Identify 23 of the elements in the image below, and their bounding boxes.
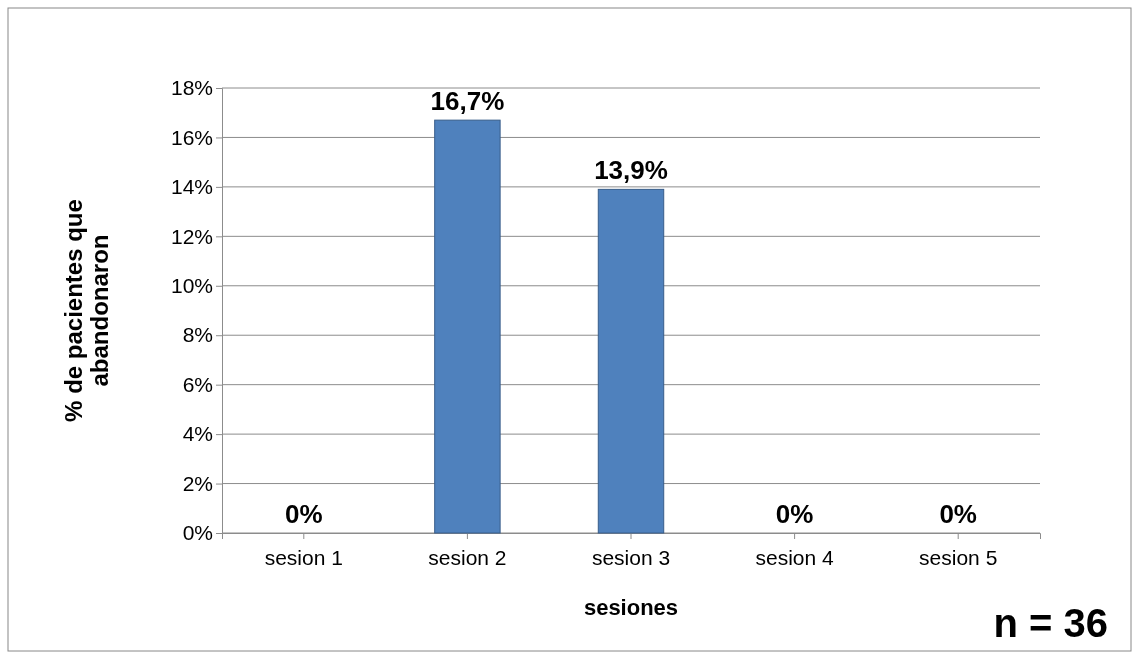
y-tick-label: 2%: [182, 471, 213, 495]
y-tick-label: 4%: [182, 422, 213, 446]
y-tick-label: 10%: [170, 274, 213, 297]
y-tick-label: 14%: [170, 175, 213, 199]
x-tick-label: sesion 2: [428, 546, 507, 570]
text: n = 36: [993, 601, 1108, 645]
data-label: 0%: [285, 499, 323, 529]
x-tick-label: sesion 4: [755, 546, 835, 570]
x-tick-label: sesion 5: [919, 546, 998, 570]
y-axis-title: % de pacientes que abandonaron: [59, 199, 114, 422]
data-label: 13,9%: [594, 155, 668, 186]
x-tick-label: sesion 3: [591, 546, 671, 570]
x-tick-label: sesion 1: [264, 546, 343, 570]
y-tick-label: 8%: [182, 323, 213, 347]
data-label: 0%: [775, 499, 814, 529]
data-label: 0%: [939, 499, 977, 529]
data-label: 16,7%: [430, 86, 505, 117]
y-tick-label: 0%: [182, 521, 213, 545]
y-tick-label: 18%: [170, 76, 213, 100]
y-tick-label: 16%: [170, 125, 213, 149]
y-tick-label: 12%: [170, 224, 213, 248]
x-axis-title: sesiones: [583, 595, 679, 620]
y-tick-label: 6%: [182, 372, 213, 396]
